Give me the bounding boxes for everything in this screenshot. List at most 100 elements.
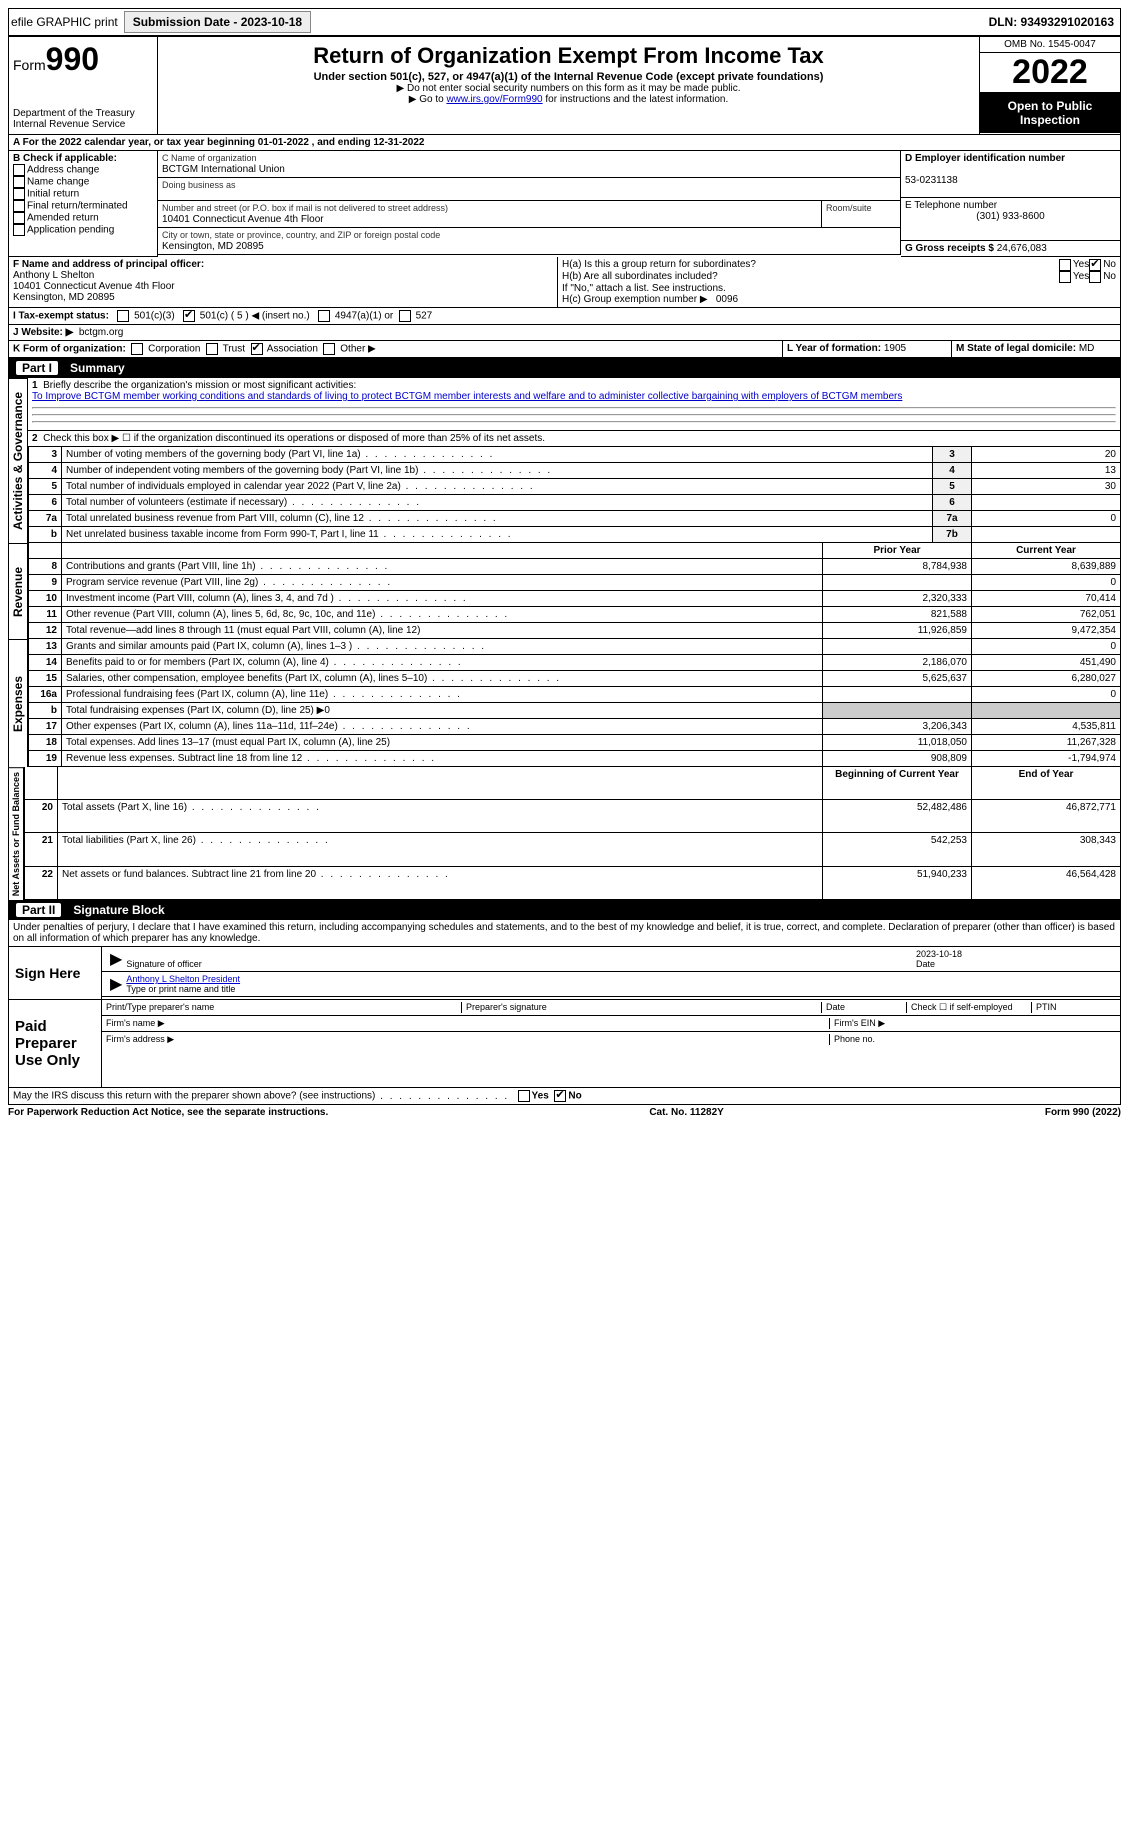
opt-final-return: Final return/terminated [27, 201, 128, 212]
info-block: B Check if applicable: Address change Na… [8, 151, 1121, 257]
rev-n-12: 12 [29, 623, 62, 639]
opt-amended-return: Amended return [27, 213, 99, 224]
chk-initial-return[interactable] [13, 188, 25, 200]
ha-no: No [1103, 259, 1116, 271]
hb-yes: Yes [1073, 271, 1089, 283]
rev-desc-9: Program service revenue (Part VIII, line… [62, 575, 823, 591]
box-c: C Name of organization BCTGM Internation… [158, 151, 901, 257]
chk-final-return[interactable] [13, 200, 25, 212]
website-value: bctgm.org [79, 327, 123, 338]
opt-address-change: Address change [27, 165, 99, 176]
opt-name-change: Name change [27, 177, 89, 188]
gov-row-7b: Net unrelated business taxable income fr… [62, 527, 933, 543]
revenue-section: Revenue Prior YearCurrent Year 8Contribu… [8, 543, 1121, 639]
prep-ptin-label: PTIN [1031, 1002, 1116, 1013]
hdr-current-year: Current Year [972, 543, 1121, 559]
page-footer: For Paperwork Reduction Act Notice, see … [8, 1105, 1121, 1118]
chk-ha-no[interactable] [1089, 259, 1101, 271]
opt-other: Other ▶ [340, 344, 375, 355]
chk-501c[interactable] [183, 310, 195, 322]
prep-selfemp-label: Check ☐ if self-employed [906, 1002, 1031, 1013]
part2-title: Signature Block [73, 903, 164, 917]
chk-discuss-yes[interactable] [518, 1090, 530, 1102]
firm-phone-label: Phone no. [829, 1034, 1116, 1045]
chk-address-change[interactable] [13, 164, 25, 176]
box-m: M State of legal domicile: MD [952, 341, 1121, 358]
phone-value: (301) 933-8600 [905, 211, 1116, 222]
gov-row-4: Number of independent voting members of … [62, 463, 933, 479]
rev-n-10: 10 [29, 591, 62, 607]
exp-c-13: 0 [972, 639, 1121, 655]
note-ssn: ▶ Do not enter social security numbers o… [162, 83, 975, 94]
revenue-table: Prior YearCurrent Year 8Contributions an… [28, 543, 1121, 639]
gov-val-7b [972, 527, 1121, 543]
firm-ein-label: Firm's EIN ▶ [829, 1018, 1116, 1029]
exp-n-16a: 16a [29, 687, 62, 703]
rev-p-11: 821,588 [823, 607, 972, 623]
vlabel-governance: Activities & Governance [8, 378, 28, 543]
box-f: F Name and address of principal officer:… [8, 257, 558, 308]
opt-initial-return: Initial return [27, 189, 79, 200]
exp-desc-13: Grants and similar amounts paid (Part IX… [62, 639, 823, 655]
gov-row-6: Total number of volunteers (estimate if … [62, 495, 933, 511]
box-h: H(a) Is this a group return for subordin… [558, 257, 1121, 308]
room-label: Room/suite [826, 203, 872, 213]
chk-discuss-no[interactable] [554, 1090, 566, 1102]
gross-label: G Gross receipts $ [905, 243, 994, 254]
dept-label: Department of the Treasury [13, 108, 153, 119]
tax-year: 2022 [980, 53, 1120, 93]
chk-527[interactable] [399, 310, 411, 322]
state-domicile: MD [1079, 343, 1095, 354]
submission-date-button[interactable]: Submission Date - 2023-10-18 [124, 11, 311, 33]
exp-desc-16a: Professional fundraising fees (Part IX, … [62, 687, 823, 703]
exp-p-15: 5,625,637 [823, 671, 972, 687]
chk-name-change[interactable] [13, 176, 25, 188]
chk-trust[interactable] [206, 343, 218, 355]
chk-app-pending[interactable] [13, 224, 25, 236]
ha-label: H(a) Is this a group return for subordin… [562, 259, 1059, 271]
exp-n-19: 19 [29, 751, 62, 767]
sig-officer-label: Signature of officer [126, 959, 201, 969]
footer-mid: Cat. No. 11282Y [649, 1107, 723, 1118]
org-addr: 10401 Connecticut Avenue 4th Floor [162, 214, 324, 225]
mission-text[interactable]: To Improve BCTGM member working conditio… [32, 391, 902, 402]
state-domicile-label: M State of legal domicile: [956, 343, 1076, 354]
net-p-22: 51,940,233 [823, 866, 972, 899]
gov-box-7b: 7b [933, 527, 972, 543]
efile-label: efile GRAPHIC print [11, 15, 118, 29]
box-i: I Tax-exempt status: 501(c)(3) 501(c) ( … [8, 308, 1121, 325]
officer-addr1: 10401 Connecticut Avenue 4th Floor [13, 281, 175, 292]
gov-row-7a: Total unrelated business revenue from Pa… [62, 511, 933, 527]
exp-p-14: 2,186,070 [823, 655, 972, 671]
chk-4947[interactable] [318, 310, 330, 322]
exp-c-17: 4,535,811 [972, 719, 1121, 735]
gross-value: 24,676,083 [997, 243, 1047, 254]
opt-4947: 4947(a)(1) or [335, 311, 393, 322]
form-number: 990 [46, 41, 99, 77]
net-c-22: 46,564,428 [972, 866, 1121, 899]
exp-p-16a [823, 687, 972, 703]
opt-corp: Corporation [148, 344, 200, 355]
exp-p-13 [823, 639, 972, 655]
netassets-section: Net Assets or Fund Balances Beginning of… [8, 767, 1121, 900]
exp-desc-15: Salaries, other compensation, employee b… [62, 671, 823, 687]
gov-box-6: 6 [933, 495, 972, 511]
chk-other[interactable] [323, 343, 335, 355]
vlabel-netassets: Net Assets or Fund Balances [8, 767, 24, 900]
chk-assoc[interactable] [251, 343, 263, 355]
sig-name[interactable]: Anthony L Shelton President [126, 974, 240, 984]
sig-name-label: Type or print name and title [126, 984, 235, 994]
chk-ha-yes[interactable] [1059, 259, 1071, 271]
gov-row-3: Number of voting members of the governin… [62, 447, 933, 463]
rev-c-9: 0 [972, 575, 1121, 591]
exp-p-16b [823, 703, 972, 719]
chk-hb-yes[interactable] [1059, 271, 1071, 283]
chk-501c3[interactable] [117, 310, 129, 322]
irs-discuss-text: May the IRS discuss this return with the… [13, 1091, 509, 1102]
expenses-section: Expenses 13Grants and similar amounts pa… [8, 639, 1121, 767]
irs-link[interactable]: www.irs.gov/Form990 [446, 94, 542, 105]
chk-amended-return[interactable] [13, 212, 25, 224]
chk-hb-no[interactable] [1089, 271, 1101, 283]
omb-number: OMB No. 1545-0047 [980, 37, 1120, 53]
chk-corp[interactable] [131, 343, 143, 355]
